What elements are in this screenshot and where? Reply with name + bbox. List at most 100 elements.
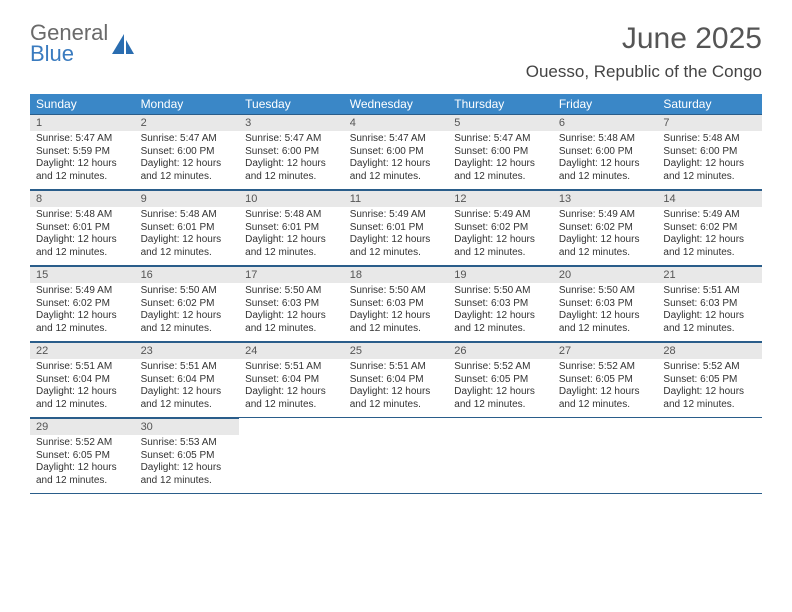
daylight-line: Daylight: 12 hours and 12 minutes. xyxy=(350,310,443,335)
day-number: 24 xyxy=(239,342,344,359)
sunset-line: Sunset: 6:02 PM xyxy=(36,298,129,311)
sunrise-line: Sunrise: 5:49 AM xyxy=(559,209,652,222)
header: General Blue June 2025 Ouesso, Republic … xyxy=(0,0,792,82)
sunset-line: Sunset: 6:04 PM xyxy=(36,374,129,387)
day-cell: Sunrise: 5:50 AMSunset: 6:03 PMDaylight:… xyxy=(239,283,344,341)
sunset-line: Sunset: 6:05 PM xyxy=(559,374,652,387)
weekday-header-row: Sunday Monday Tuesday Wednesday Thursday… xyxy=(30,94,762,114)
day-cell: Sunrise: 5:48 AMSunset: 6:00 PMDaylight:… xyxy=(657,131,762,189)
daylight-line: Daylight: 12 hours and 12 minutes. xyxy=(663,310,756,335)
daylight-line: Daylight: 12 hours and 12 minutes. xyxy=(454,310,547,335)
daylight-line: Daylight: 12 hours and 12 minutes. xyxy=(350,158,443,183)
daylight-line: Daylight: 12 hours and 12 minutes. xyxy=(141,462,234,487)
day-number: 2 xyxy=(135,114,240,131)
sunrise-line: Sunrise: 5:47 AM xyxy=(141,133,234,146)
day-number: 10 xyxy=(239,190,344,207)
day-cell: Sunrise: 5:51 AMSunset: 6:04 PMDaylight:… xyxy=(344,359,449,417)
daylight-line: Daylight: 12 hours and 12 minutes. xyxy=(559,386,652,411)
sunrise-line: Sunrise: 5:51 AM xyxy=(245,361,338,374)
day-number: 4 xyxy=(344,114,449,131)
sunset-line: Sunset: 6:01 PM xyxy=(141,222,234,235)
sunrise-line: Sunrise: 5:48 AM xyxy=(36,209,129,222)
sunrise-line: Sunrise: 5:49 AM xyxy=(36,285,129,298)
sunrise-line: Sunrise: 5:53 AM xyxy=(141,437,234,450)
day-cell: Sunrise: 5:51 AMSunset: 6:04 PMDaylight:… xyxy=(239,359,344,417)
day-number: 16 xyxy=(135,266,240,283)
day-cell xyxy=(657,435,762,493)
daylight-line: Daylight: 12 hours and 12 minutes. xyxy=(36,158,129,183)
day-number: 12 xyxy=(448,190,553,207)
sunrise-line: Sunrise: 5:50 AM xyxy=(245,285,338,298)
daylight-line: Daylight: 12 hours and 12 minutes. xyxy=(245,158,338,183)
day-number: 9 xyxy=(135,190,240,207)
daylight-line: Daylight: 12 hours and 12 minutes. xyxy=(36,310,129,335)
daylight-line: Daylight: 12 hours and 12 minutes. xyxy=(454,158,547,183)
sunrise-line: Sunrise: 5:49 AM xyxy=(350,209,443,222)
weekday-header: Saturday xyxy=(657,94,762,114)
daylight-line: Daylight: 12 hours and 12 minutes. xyxy=(559,310,652,335)
sunrise-line: Sunrise: 5:50 AM xyxy=(350,285,443,298)
day-number: 5 xyxy=(448,114,553,131)
weekday-header: Sunday xyxy=(30,94,135,114)
sunset-line: Sunset: 6:03 PM xyxy=(559,298,652,311)
day-number: 7 xyxy=(657,114,762,131)
daylight-line: Daylight: 12 hours and 12 minutes. xyxy=(350,234,443,259)
sunset-line: Sunset: 6:01 PM xyxy=(350,222,443,235)
sunset-line: Sunset: 5:59 PM xyxy=(36,146,129,159)
day-cell: Sunrise: 5:51 AMSunset: 6:03 PMDaylight:… xyxy=(657,283,762,341)
day-cell: Sunrise: 5:47 AMSunset: 6:00 PMDaylight:… xyxy=(239,131,344,189)
weekday-header: Tuesday xyxy=(239,94,344,114)
logo-text-blue: Blue xyxy=(30,43,108,65)
day-number: 23 xyxy=(135,342,240,359)
sunrise-line: Sunrise: 5:47 AM xyxy=(245,133,338,146)
weekday-header: Monday xyxy=(135,94,240,114)
week-row: 2930Sunrise: 5:52 AMSunset: 6:05 PMDayli… xyxy=(30,418,762,494)
daylight-line: Daylight: 12 hours and 12 minutes. xyxy=(559,234,652,259)
sunrise-line: Sunrise: 5:52 AM xyxy=(36,437,129,450)
day-number: 22 xyxy=(30,342,135,359)
sunset-line: Sunset: 6:02 PM xyxy=(559,222,652,235)
month-title: June 2025 xyxy=(526,22,762,56)
sunrise-line: Sunrise: 5:50 AM xyxy=(141,285,234,298)
day-cell xyxy=(239,435,344,493)
day-number: 3 xyxy=(239,114,344,131)
sunset-line: Sunset: 6:02 PM xyxy=(141,298,234,311)
daylight-line: Daylight: 12 hours and 12 minutes. xyxy=(36,386,129,411)
sunrise-line: Sunrise: 5:52 AM xyxy=(663,361,756,374)
logo: General Blue xyxy=(30,22,136,65)
day-cell: Sunrise: 5:50 AMSunset: 6:03 PMDaylight:… xyxy=(344,283,449,341)
sunset-line: Sunset: 6:04 PM xyxy=(141,374,234,387)
day-number: 26 xyxy=(448,342,553,359)
day-number: 13 xyxy=(553,190,658,207)
weekday-header: Wednesday xyxy=(344,94,449,114)
daylight-line: Daylight: 12 hours and 12 minutes. xyxy=(141,234,234,259)
day-cell: Sunrise: 5:48 AMSunset: 6:01 PMDaylight:… xyxy=(239,207,344,265)
day-cell: Sunrise: 5:51 AMSunset: 6:04 PMDaylight:… xyxy=(135,359,240,417)
daylight-line: Daylight: 12 hours and 12 minutes. xyxy=(663,386,756,411)
daylight-line: Daylight: 12 hours and 12 minutes. xyxy=(454,386,547,411)
day-number: 27 xyxy=(553,342,658,359)
day-number: 29 xyxy=(30,418,135,435)
day-cell: Sunrise: 5:47 AMSunset: 5:59 PMDaylight:… xyxy=(30,131,135,189)
sunset-line: Sunset: 6:00 PM xyxy=(141,146,234,159)
sunrise-line: Sunrise: 5:51 AM xyxy=(141,361,234,374)
daylight-line: Daylight: 12 hours and 12 minutes. xyxy=(663,158,756,183)
day-cell: Sunrise: 5:49 AMSunset: 6:02 PMDaylight:… xyxy=(553,207,658,265)
calendar: Sunday Monday Tuesday Wednesday Thursday… xyxy=(30,94,762,494)
daylight-line: Daylight: 12 hours and 12 minutes. xyxy=(663,234,756,259)
day-cell: Sunrise: 5:48 AMSunset: 6:01 PMDaylight:… xyxy=(30,207,135,265)
week-row: 15161718192021Sunrise: 5:49 AMSunset: 6:… xyxy=(30,266,762,342)
sunset-line: Sunset: 6:00 PM xyxy=(350,146,443,159)
sunset-line: Sunset: 6:00 PM xyxy=(245,146,338,159)
sunrise-line: Sunrise: 5:49 AM xyxy=(454,209,547,222)
day-number: 1 xyxy=(30,114,135,131)
daylight-line: Daylight: 12 hours and 12 minutes. xyxy=(141,310,234,335)
day-number xyxy=(657,418,762,435)
sunrise-line: Sunrise: 5:51 AM xyxy=(350,361,443,374)
sunset-line: Sunset: 6:00 PM xyxy=(559,146,652,159)
day-number: 8 xyxy=(30,190,135,207)
sunset-line: Sunset: 6:03 PM xyxy=(663,298,756,311)
day-number: 6 xyxy=(553,114,658,131)
location: Ouesso, Republic of the Congo xyxy=(526,62,762,82)
sunrise-line: Sunrise: 5:47 AM xyxy=(36,133,129,146)
